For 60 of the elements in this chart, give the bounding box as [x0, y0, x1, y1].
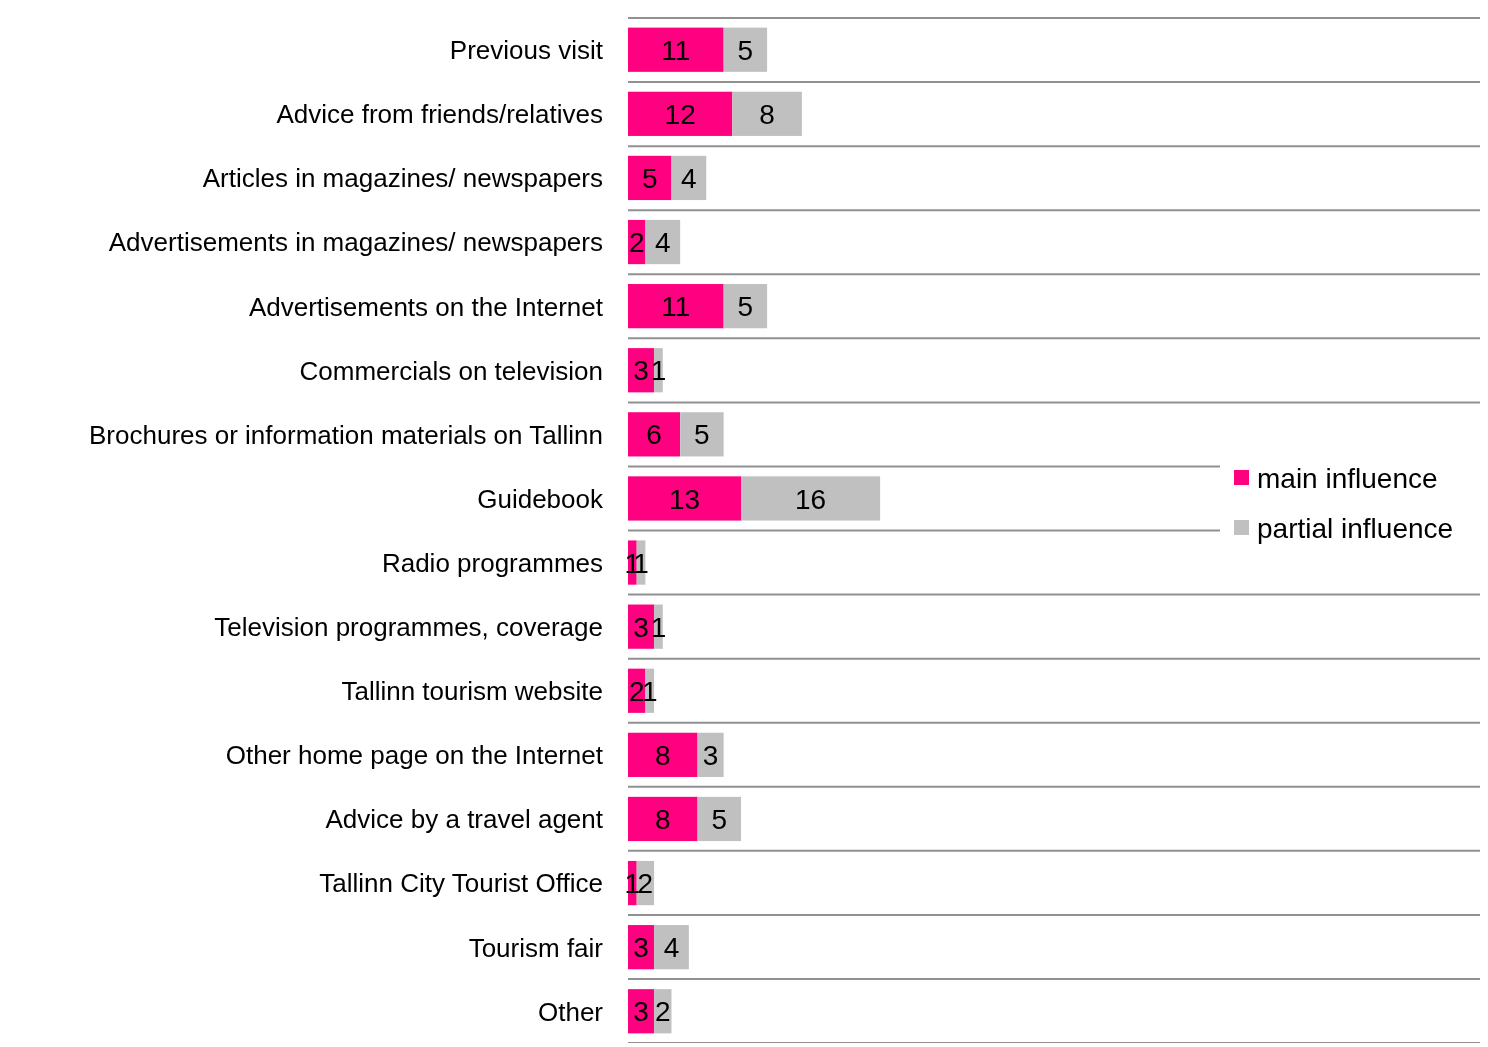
y-tick-label: Previous visit [449, 35, 604, 66]
y-tick-label: Commercials on television [299, 355, 603, 386]
bar [723, 284, 768, 329]
y-tick-label: Television programmes, coverage [214, 612, 603, 643]
bar [628, 284, 724, 329]
data-label: 4 [663, 932, 680, 964]
bar [628, 796, 698, 842]
bar [697, 796, 742, 842]
y-tick-label: Guidebook [477, 483, 604, 514]
bar [628, 91, 733, 136]
y-tick-label: Brochures or information materials on Tallinn [89, 419, 603, 450]
bar [732, 91, 802, 136]
data-label: 5 [737, 34, 754, 66]
bar [680, 412, 724, 457]
bar [628, 155, 672, 201]
bar [628, 412, 681, 457]
data-label: 16 [794, 483, 827, 515]
legend-label: partial influence [1257, 513, 1454, 545]
y-tick-label: Articles in magazines/ newspapers [202, 163, 603, 194]
data-label: 12 [664, 98, 696, 130]
y-tick-label: Radio programmes [381, 547, 603, 578]
y-tick-label: Advice from friends/relatives [276, 99, 603, 130]
y-tick-label: Tallinn tourism website [341, 676, 603, 707]
bar [628, 27, 724, 72]
data-label: 4 [654, 227, 671, 259]
data-label: 8 [654, 804, 671, 836]
y-tick-label: Advice by a travel agent [325, 804, 604, 835]
data-label: 2 [654, 996, 671, 1028]
data-label: 2 [628, 675, 645, 707]
bar [628, 476, 742, 521]
data-label: 8 [654, 739, 671, 771]
bar [628, 732, 698, 777]
data-label: 2 [628, 227, 645, 259]
legend-label: main influence [1257, 463, 1438, 495]
data-label: 8 [759, 98, 775, 130]
y-tick-label: Tallinn City Tourist Office [319, 868, 603, 899]
y-tick-label: Tourism fair [468, 932, 604, 963]
data-label: 3 [633, 996, 649, 1028]
data-label: 5 [711, 804, 728, 836]
y-tick-label: Other home page on the Internet [225, 740, 604, 771]
data-label: 3 [633, 355, 649, 387]
data-label: 5 [641, 163, 658, 195]
data-label: 5 [737, 291, 754, 323]
data-label: 11 [661, 291, 691, 323]
data-label: 3 [702, 739, 719, 771]
y-tick-label: Other [537, 996, 604, 1027]
bar [723, 27, 768, 72]
bar [654, 925, 689, 970]
data-label: 11 [661, 34, 691, 66]
data-label: 4 [681, 163, 697, 195]
data-label: 6 [646, 419, 662, 451]
y-tick-label: Advertisements on the Internet [248, 291, 604, 322]
data-label: 3 [633, 611, 649, 643]
data-label: 3 [633, 932, 649, 964]
data-label: 5 [694, 419, 710, 451]
bar [741, 476, 881, 521]
y-tick-label: Advertisements in magazines/ newspapers [108, 227, 603, 258]
bar [645, 219, 681, 265]
bar [671, 155, 707, 201]
data-label: 13 [668, 483, 701, 515]
